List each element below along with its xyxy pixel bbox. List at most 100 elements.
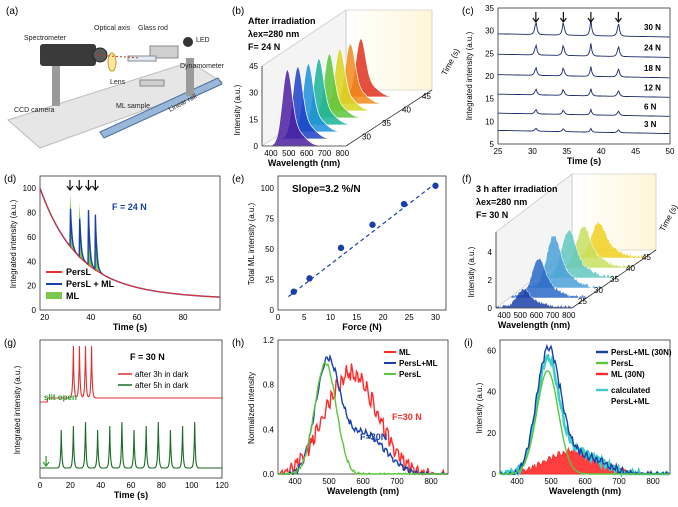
panel-g-xtick: 60 [127, 481, 136, 490]
panel-b-zticks: 30 35 40 45 [362, 92, 431, 142]
panel-g-xtick: 20 [66, 481, 75, 490]
panel-b-curves [262, 38, 420, 147]
panel-h-xtick: 500 [322, 477, 336, 486]
panel-e-xticks: 0 5 10 15 20 25 30 [276, 313, 441, 322]
panel-b-ytick: 0 [254, 142, 259, 151]
panel-i-xtick: 700 [612, 477, 626, 486]
panel-a: (a) Spectrometer Optical axis Glass rod … [6, 6, 225, 149]
panel-d-xtick: 40 [86, 313, 95, 322]
panel-f-curves [495, 221, 648, 309]
panel-d-ytick: 20 [27, 282, 36, 291]
panel-h-legend-item: PersL+ML [399, 359, 438, 368]
panel-f-xtick: 500 [514, 311, 528, 320]
panel-h-legend-item: ML [399, 348, 411, 357]
panel-b-yticks: 0 15 30 45 [249, 62, 258, 151]
panel-c-xtick: 40 [597, 147, 606, 156]
panel-d-legend-item: ML [66, 291, 79, 301]
panel-g-legend: after 3h in dark after 5h in dark [118, 370, 189, 390]
panel-d-xtick: 80 [179, 313, 188, 322]
led-icon [183, 37, 193, 47]
panel-d-ml-spike-2 [79, 202, 84, 262]
panel-h-ylabel: Normalized intensity [247, 372, 256, 444]
panel-c-line-12N [497, 88, 670, 98]
panel-g-xlabel: Time (s) [114, 490, 148, 500]
panel-g-xtick: 120 [215, 481, 229, 490]
panel-c-xtick: 30 [528, 147, 537, 156]
panel-f-ytick: 4 [488, 248, 493, 257]
panel-a-label: (a) [6, 6, 18, 17]
panel-g-line-3h [40, 345, 222, 403]
panel-f-label: (f) [462, 174, 471, 185]
panel-e-point-4 [369, 221, 376, 228]
panel-d-plot [39, 180, 220, 298]
dynamometer [149, 45, 179, 59]
panel-f-zlabel: Time (s) [658, 203, 678, 233]
panel-h-legend: ML PersL+ML PersL [384, 348, 438, 379]
panel-b-ztick: 40 [402, 105, 411, 114]
panel-e-ytick: 50 [265, 245, 274, 254]
panel-h-line-persl [278, 361, 448, 476]
panel-i-legend-item: PersL [611, 359, 633, 368]
panel-e-plot-area [277, 175, 447, 311]
panel-f-zticks: 25 30 35 40 45 [578, 253, 651, 306]
panel-f-xtick: 600 [530, 311, 544, 320]
panel-d-xticks: 20 40 60 80 [40, 313, 188, 322]
panel-e-xtick: 10 [326, 313, 335, 322]
panel-c-xtick: 45 [631, 147, 640, 156]
panel-f-ztick: 45 [642, 253, 651, 262]
panel-e-xtick: 25 [405, 313, 414, 322]
panel-g-slit-label: slit open [44, 393, 77, 402]
panel-e-point-5 [400, 200, 408, 208]
label-led: LED [196, 37, 210, 44]
panel-d-ml-spike-1 [70, 193, 74, 252]
panel-c-ytick: 35 [485, 4, 494, 13]
panel-f-z-axis [571, 249, 657, 309]
panel-b-ylabel: Intensity (a.u.) [233, 84, 242, 135]
panel-c-xlabel: Time (s) [567, 156, 601, 166]
panel-b-ztick: 35 [382, 119, 391, 128]
ccd-camera-lens [92, 47, 108, 63]
panel-b-zlabel: Time (s) [440, 47, 462, 77]
panel-g-annotation: F = 30 N [130, 352, 165, 362]
panel-d-arrow-4 [91, 180, 99, 191]
panel-f-yticks: 0 2 4 [488, 248, 493, 313]
panel-d-ytick: 40 [27, 257, 36, 266]
panel-g-legend-item: after 3h in dark [135, 370, 189, 379]
panel-c-arrow-3 [587, 12, 595, 23]
panel-i-ylabel: Intensity (a.u.) [475, 382, 484, 433]
panel-i-plot [498, 343, 671, 479]
spectrometer-post [52, 66, 60, 106]
panel-d-line-persl [39, 188, 220, 298]
panel-b-xtick: 700 [318, 149, 332, 158]
panel-e-point-2 [306, 275, 313, 282]
panel-h: (h) 400 500 600 700 800 0.0 0.4 0.8 1.2 Wavelen… [232, 336, 449, 496]
panel-i-ytick: 20 [487, 429, 496, 438]
panel-g-xticks: 0 20 40 60 80 100 120 [38, 481, 229, 490]
panel-b-xtick: 800 [336, 149, 350, 158]
panel-c-xtick: 25 [494, 147, 503, 156]
panel-e-ytick: 25 [265, 276, 274, 285]
panel-c-line-6N [498, 107, 670, 117]
panel-d-arrow-3 [84, 180, 92, 191]
panel-i-xtick: 500 [544, 477, 558, 486]
panel-b-xtick: 600 [300, 149, 314, 158]
panel-i-label: (i) [464, 338, 473, 349]
panel-i-line-persl-ml [499, 343, 670, 476]
panel-b-label: (b) [232, 6, 244, 17]
panel-h-ytick: 0.4 [263, 425, 275, 434]
panel-i-legend: PersL+ML (30N) PersL ML (30N) calculated Per… [596, 348, 672, 406]
panel-c-ytick: 10 [485, 117, 494, 126]
panel-e-xtick: 0 [276, 313, 281, 322]
panel-i-yticks: 0 20 40 60 [487, 346, 496, 479]
panel-i-xtick: 800 [646, 477, 660, 486]
panel-c-yticks: 5 10 15 20 25 30 35 [485, 4, 494, 149]
panel-c-line-30N [497, 19, 670, 38]
panel-h-annot-persl-ml: F=30N [360, 432, 387, 442]
panel-i-xticks: 400 500 600 700 800 [510, 477, 660, 486]
panel-f-annot-3: F= 30 N [476, 210, 508, 220]
panel-g-plot [40, 345, 222, 469]
panel-e-label: (e) [232, 174, 244, 185]
panel-c-line-24N [497, 43, 670, 58]
panel-g-plot-area [39, 339, 223, 479]
